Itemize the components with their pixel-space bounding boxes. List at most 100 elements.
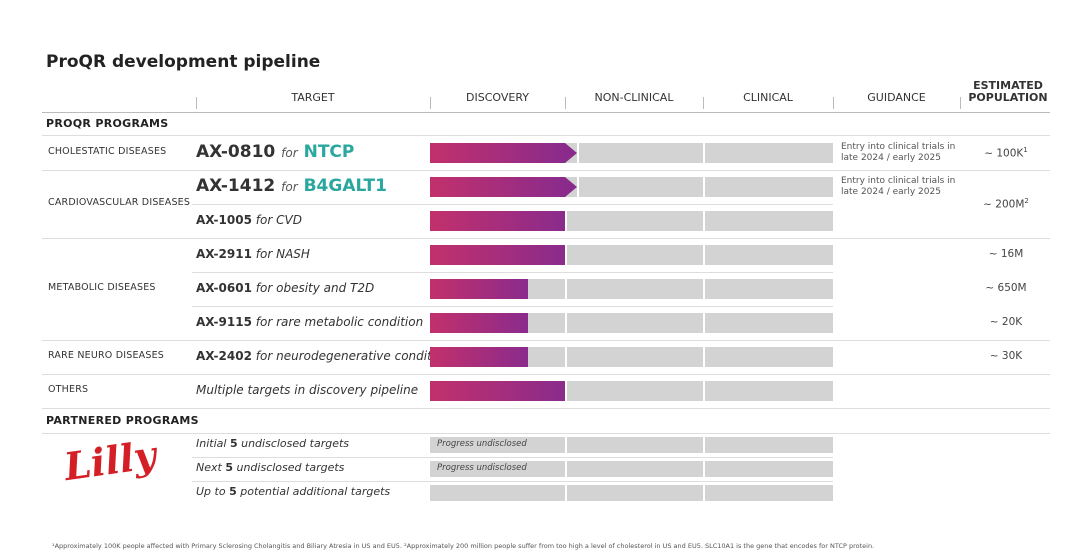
column-header: ESTIMATED POPULATION [968,79,1048,104]
target-text: NTCP [303,142,355,162]
target: AX-1412 for B4GALT1 [196,176,387,196]
stage-divider [577,143,579,163]
stage-divider [703,485,705,501]
disease-group: RARE NEURO DISEASES [48,350,165,361]
target-text: AX-1412 [196,176,276,196]
stage-divider [565,437,567,453]
target: Initial 5 undisclosed targets [196,437,349,450]
target-text: for [255,349,273,363]
stage-divider [703,177,705,197]
target-text: rare metabolic condition [276,315,424,329]
stage-track [430,437,833,453]
stage-track [430,485,833,501]
rule [192,204,833,205]
header-divider [565,97,566,109]
stage-divider [703,279,705,299]
target: AX-2911 for NASH [196,247,310,261]
target-text: 5 [229,437,238,450]
stage-divider [565,461,567,477]
target: AX-0601 for obesity and T2D [196,281,374,295]
rule [192,306,833,307]
stage-divider [565,381,567,401]
target: Multiple targets in discovery pipeline [196,383,418,397]
target-text: AX-1005 [196,213,252,227]
target-text: B4GALT1 [303,176,387,196]
progress-bar [430,177,565,197]
progress-bar [430,245,565,265]
population: ~ 20K [989,316,1023,328]
rule [42,238,1050,239]
population: ~ 30K [989,350,1023,362]
section-title: PROQR PROGRAMS [46,117,169,130]
stage-divider [703,313,705,333]
target-text: neurodegenerative condition [276,349,451,363]
rule [42,433,1050,434]
rule [42,170,1050,171]
target-text: potential additional targets [240,485,391,498]
progress-arrow [565,177,577,197]
target-text: 5 [225,461,233,474]
target-text: for [255,247,273,261]
target-text: Multiple targets in discovery pipeline [196,383,419,397]
target-text: for [281,146,298,160]
target-text: 5 [229,485,237,498]
stage-divider [577,177,579,197]
target-text: AX-9115 [196,315,252,329]
guidance: Entry into clinical trials in late 2024 … [841,176,956,197]
stage-divider [565,313,567,333]
target-text: AX-2911 [196,247,252,261]
target-text: AX-0810 [196,142,276,162]
target-text: for [255,281,273,295]
target-text: undisclosed targets [241,437,350,450]
target: AX-2402 for neurodegenerative condition [196,349,450,363]
status: Progress undisclosed [437,463,527,473]
target-text: CVD [276,213,302,227]
column-header: TARGET [291,91,335,104]
progress-bar [430,279,528,299]
progress-bar [430,313,528,333]
header-rule [42,112,1050,113]
progress-bar [430,381,565,401]
stage-divider [703,437,705,453]
population: ~ 650M [985,282,1027,294]
target-text: obesity and T2D [276,281,375,295]
column-header: GUIDANCE [867,91,926,104]
stage-divider [703,143,705,163]
progress-bar [430,143,565,163]
rule [192,272,833,273]
rule [42,408,1050,409]
header-divider [196,97,197,109]
stage-divider [703,245,705,265]
stage-divider [703,381,705,401]
stage-divider [565,347,567,367]
target: AX-0810 for NTCP [196,142,354,162]
footnote-ref: 1 [1023,146,1028,154]
header-divider [703,97,704,109]
rule [192,481,833,482]
stage-divider [703,461,705,477]
footnote-ref: 2 [1024,197,1029,205]
target-text: for [255,213,273,227]
rule [42,374,1050,375]
target-text: for [255,315,273,329]
stage-divider [565,279,567,299]
target-text: Up to [196,485,226,498]
stage-track [430,461,833,477]
status: Progress undisclosed [437,439,527,449]
progress-bar [430,211,565,231]
partner-logo: Lilly [61,431,159,490]
stage-divider [565,485,567,501]
population: ~ 200M2 [983,197,1029,211]
stage-divider [565,245,567,265]
target-text: undisclosed targets [236,461,345,474]
progress-bar [430,347,528,367]
target-text: Initial [196,437,227,450]
stage-divider [565,211,567,231]
rule [192,457,833,458]
target-text: AX-2402 [196,349,252,363]
column-header: NON-CLINICAL [594,91,674,104]
stage-track [430,347,833,367]
population: ~ 16M [988,248,1024,260]
title: ProQR development pipeline [46,52,321,72]
